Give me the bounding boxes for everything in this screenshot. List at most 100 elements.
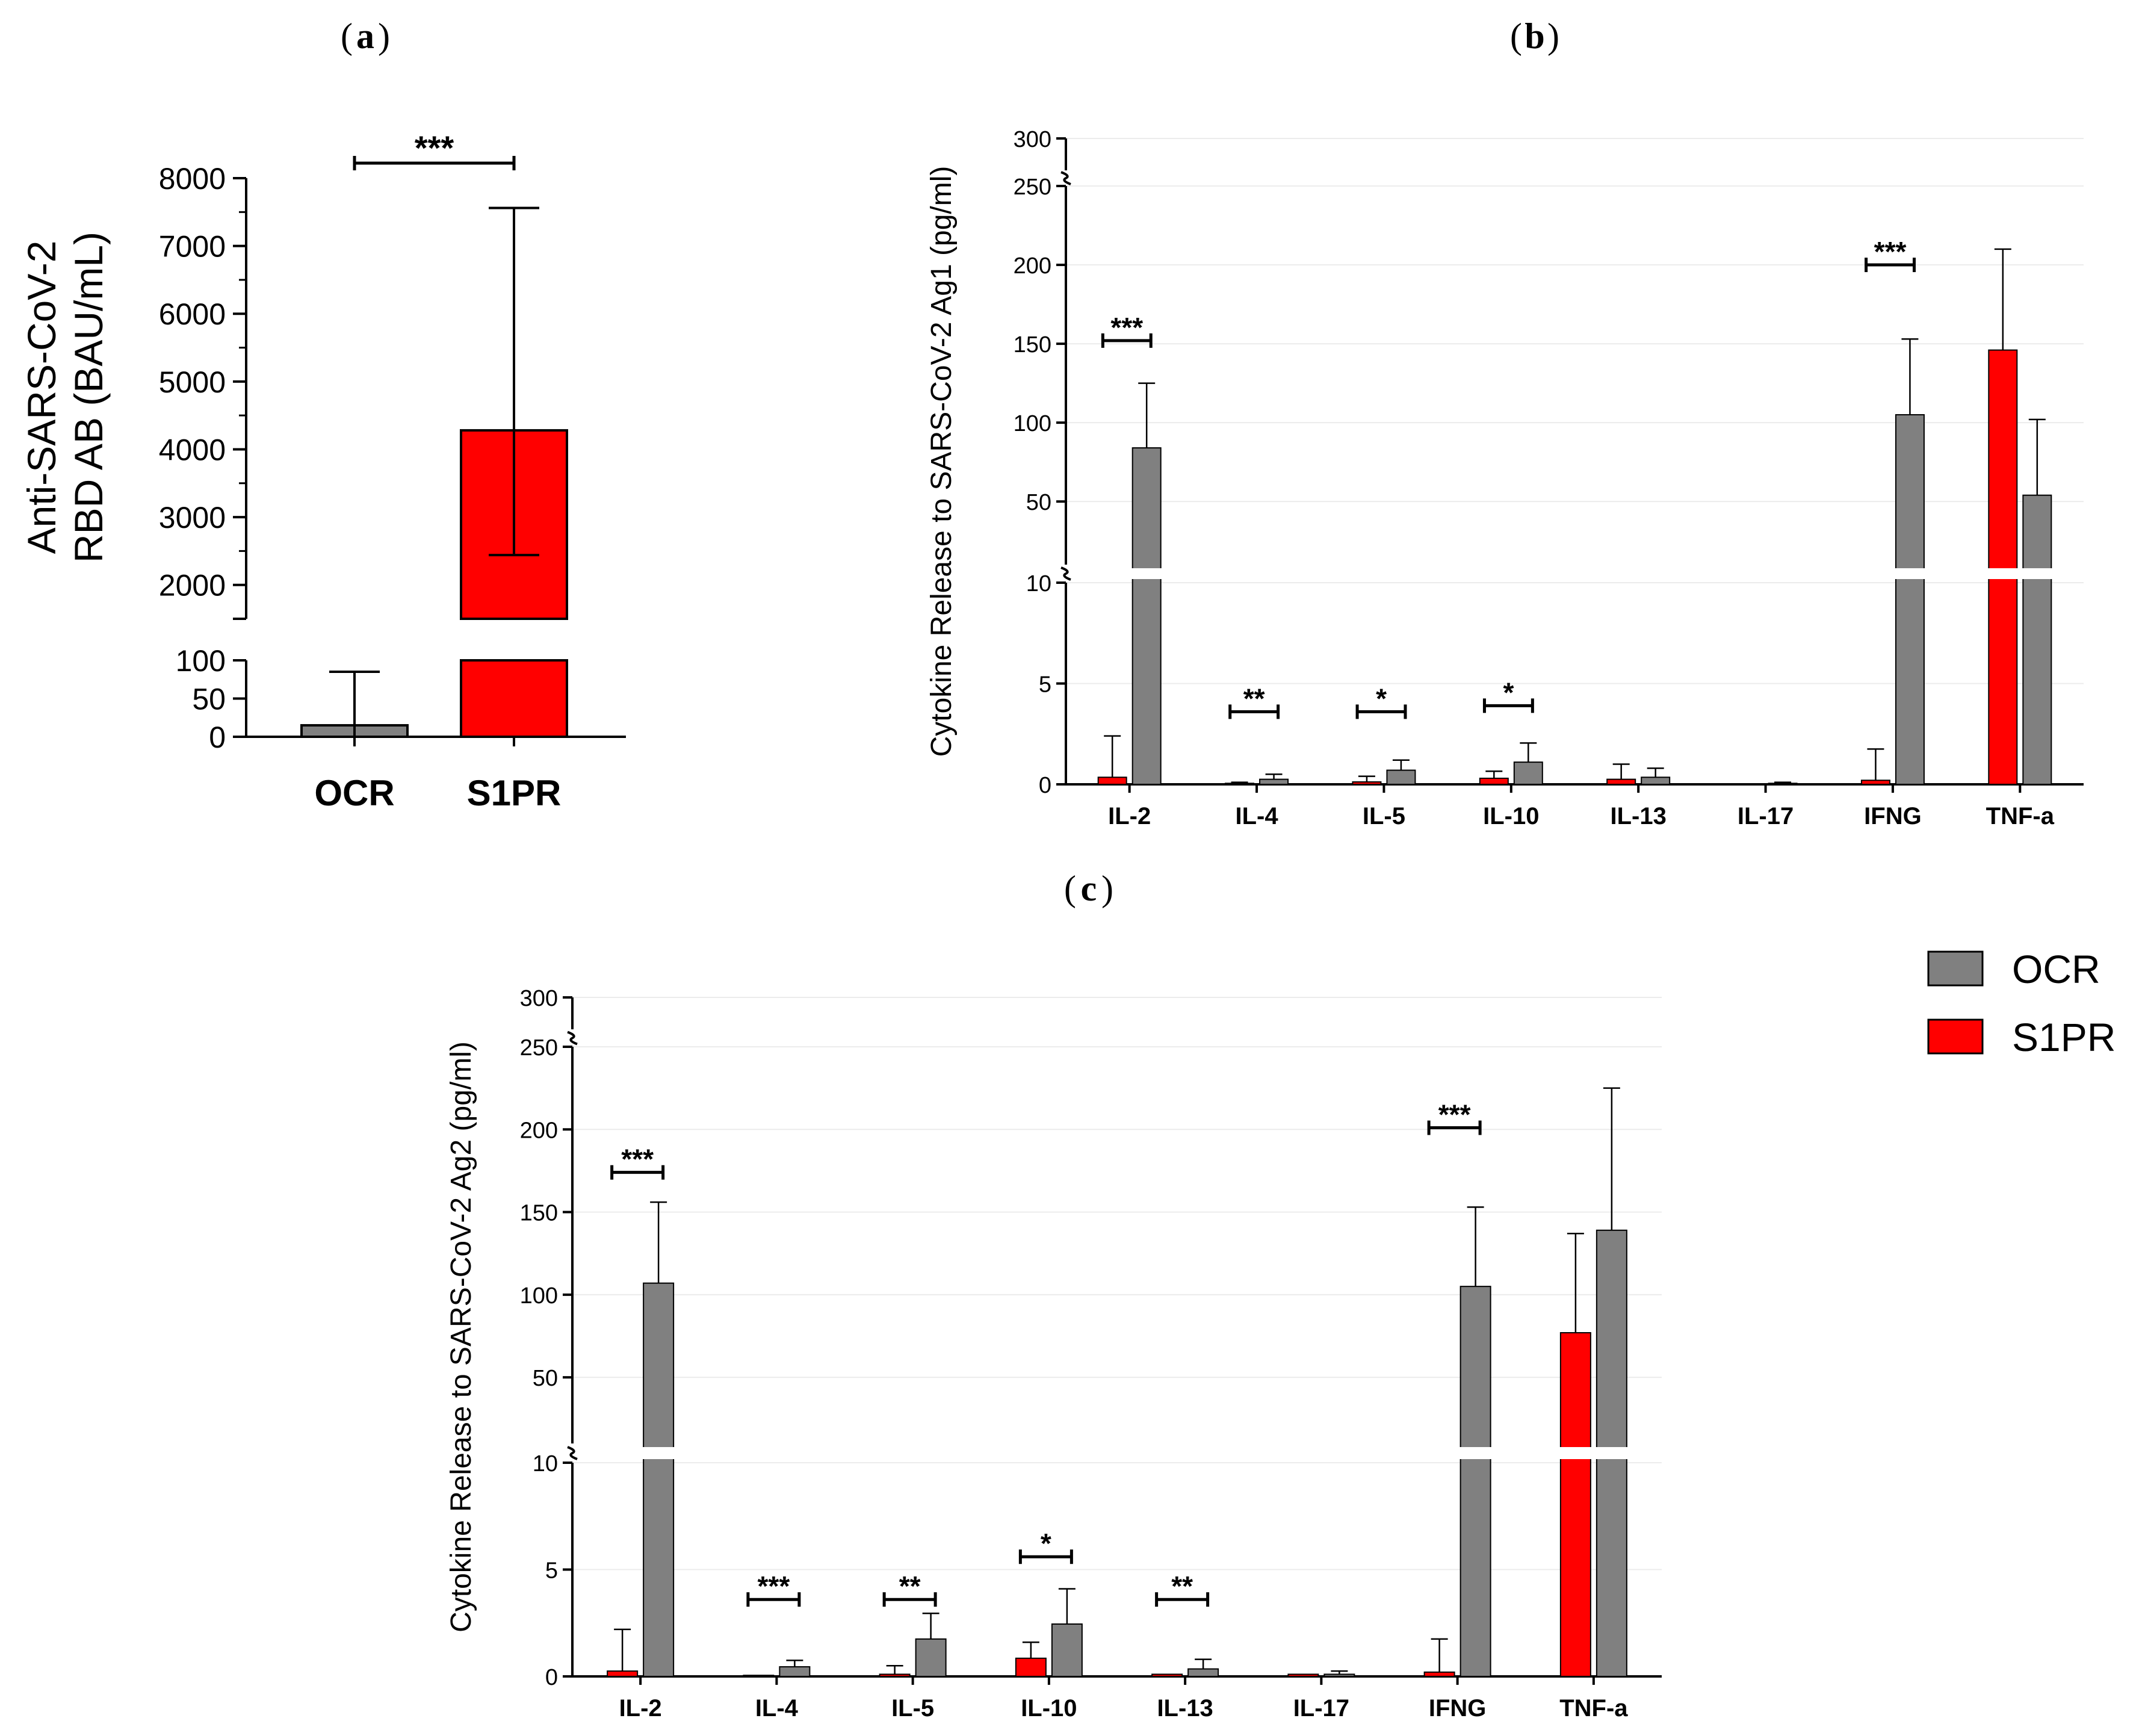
- panel-b-bar-il-2-s1pr: [1097, 777, 1127, 786]
- panel-b-significance-il-2-stars: ***: [1110, 312, 1143, 343]
- panel-c-bar-il-4-s1pr: [743, 1675, 775, 1678]
- panel-a-xtick-label-s1pr: S1PR: [467, 773, 562, 813]
- panel-a-ytick-label-upper-4: 6000: [159, 297, 226, 331]
- panel-b-paren-close: ): [1547, 16, 1559, 56]
- panel-a-ytick-label-lower-0: 0: [209, 721, 226, 754]
- legend-swatch-s1pr: [1927, 1018, 1984, 1055]
- panel-b-bar-il-13-s1pr: [1606, 778, 1636, 785]
- panel-b-significance-il-10-stars: *: [1503, 677, 1514, 708]
- panel-a-paren-open: (: [341, 16, 353, 56]
- panel-b-significance-il-5-stars: *: [1376, 683, 1387, 714]
- panel-c-significance-ifng-stars: ***: [1438, 1099, 1471, 1130]
- panel-c-bar-il-2-s1pr: [607, 1670, 639, 1677]
- panel-b-ytick-label-lower-0: 0: [1039, 773, 1051, 798]
- panel-c-y-label: Cytokine Release to SARS-CoV-2 Ag2 (pg/m…: [445, 1041, 477, 1632]
- panel-c-bar-il-13-ocr: [1187, 1668, 1219, 1677]
- panel-c-bar-break-gap-3: [1594, 1447, 1629, 1459]
- panel-a-significance-stars: ***: [415, 129, 454, 167]
- panel-b-paren-open: (: [1510, 16, 1522, 56]
- panel-b-significance-il-4-stars: **: [1243, 683, 1265, 714]
- panel-b-xtick-label-tnf-a: TNF-a: [1986, 803, 2055, 829]
- panel-b-bar-tnf-a-ocr: [2022, 494, 2052, 786]
- panel-c-paren-open: (: [1064, 869, 1076, 908]
- panel-b-xtick-label-il-10: IL-10: [1483, 803, 1539, 829]
- panel-b-bar-il-5-s1pr: [1352, 781, 1382, 785]
- panel-c-ytick-label-lower-1: 5: [545, 1558, 558, 1584]
- panel-b-bar-break-gap-1: [1893, 568, 1926, 579]
- panel-b-xtick-label-ifng: IFNG: [1864, 803, 1922, 829]
- panel-b-ytick-label-mid-4: 250: [1014, 175, 1051, 200]
- panel-b-ytick-label-lower-2: 10: [1026, 571, 1051, 597]
- legend-swatch-ocr: [1927, 950, 1984, 987]
- panel-b-bar-il-17-ocr: [1768, 783, 1798, 785]
- panel-b-ytick-label-mid-0: 50: [1026, 490, 1051, 515]
- panel-c-bar-break-gap-1: [1458, 1447, 1493, 1459]
- panel-c-ytick-label-mid-1: 100: [520, 1283, 558, 1309]
- panel-c-bar-il-2-ocr: [643, 1282, 675, 1677]
- panel-b-bar-il-13-ocr: [1641, 777, 1671, 786]
- panel-a-ytick-label-lower-2: 100: [176, 644, 226, 678]
- panel-b-xtick-label-il-17: IL-17: [1738, 803, 1794, 829]
- panel-c-bar-il-10-ocr: [1051, 1623, 1083, 1677]
- legend-label-s1pr: S1PR: [2012, 1015, 2116, 1059]
- panel-b-xtick-label-il-5: IL-5: [1363, 803, 1405, 829]
- panel-b-break-lower: [1060, 566, 1071, 581]
- panel-c-ytick-label-mid-2: 150: [520, 1201, 558, 1226]
- panel-c-ytick-label-mid-4: 250: [520, 1035, 558, 1061]
- panel-c-bar-il-17-ocr: [1323, 1673, 1355, 1677]
- panel-b-panel-label: b: [1524, 16, 1544, 56]
- panel-a-ytick-label-upper-3: 5000: [159, 365, 226, 399]
- panel-b-bar-il-10-s1pr: [1479, 777, 1509, 785]
- panel-b-bar-ifng-s1pr: [1860, 780, 1890, 786]
- legend-label-ocr: OCR: [2012, 947, 2100, 991]
- panel-b-y-label: Cytokine Release to SARS-CoV-2 Ag1 (pg/m…: [926, 166, 958, 757]
- panel-c-xtick-label-ifng: IFNG: [1429, 1695, 1487, 1722]
- panel-b-ytick-label-mid-1: 100: [1014, 411, 1051, 436]
- panel-b-bar-il-5-ocr: [1386, 769, 1416, 786]
- panel-c-bar-il-13-s1pr: [1151, 1673, 1183, 1677]
- panel-a-ytick-label-upper-5: 7000: [159, 230, 226, 264]
- panel-a-ytick-label-lower-1: 50: [192, 683, 226, 716]
- panel-c-significance-il-2-stars: ***: [621, 1144, 654, 1175]
- panel-c-bar-il-10-s1pr: [1015, 1657, 1047, 1677]
- panel-c-bar-il-5-s1pr: [879, 1673, 911, 1677]
- panel-c-significance-il-4-stars: ***: [758, 1570, 790, 1602]
- panel-c-ytick-label-mid-3: 200: [520, 1118, 558, 1143]
- panel-a-ytick-label-upper-2: 4000: [159, 433, 226, 467]
- panel-b-ytick-label-mid-3: 200: [1014, 253, 1051, 279]
- panel-c-xtick-label-tnf-a: TNF-a: [1559, 1695, 1628, 1722]
- panel-b-bar-break-gap-3: [2021, 568, 2054, 579]
- panel-b-ytick-label-mid-2: 150: [1014, 332, 1051, 358]
- panel-c-xtick-label-il-5: IL-5: [891, 1695, 934, 1722]
- panel-c-panel-label: c: [1081, 869, 1097, 908]
- panel-c-ytick-label-lower-0: 0: [545, 1665, 558, 1690]
- panel-c-bar-ifng-ocr: [1459, 1286, 1491, 1677]
- panel-c-xtick-label-il-2: IL-2: [619, 1695, 662, 1722]
- panel-b-break-upper: [1060, 171, 1071, 185]
- panel-b-bar-il-2-ocr: [1131, 447, 1162, 785]
- panel-c-ytick-label-lower-2: 10: [533, 1451, 558, 1477]
- panel-a-xtick-label-ocr: OCR: [314, 773, 394, 813]
- panel-b-bar-il-10-ocr: [1513, 761, 1543, 786]
- panel-c-bar-tnf-a-s1pr: [1559, 1332, 1591, 1677]
- panel-b-bar-break-gap-0: [1130, 568, 1163, 579]
- panel-b-bar-ifng-ocr: [1895, 414, 1925, 785]
- panel-c-bar-il-5-ocr: [915, 1638, 947, 1677]
- panel-a-ytick-label-upper-6: 8000: [159, 162, 226, 196]
- panel-a-label: a: [356, 16, 374, 56]
- panel-b-bar-il-4-ocr: [1259, 778, 1289, 785]
- panel-c-bar-il-4-ocr: [779, 1666, 811, 1677]
- panel-c-xtick-label-il-13: IL-13: [1157, 1695, 1213, 1722]
- panel-a-y-label: Anti-SARS-CoV-2RBD AB (BAU/mL): [19, 232, 111, 563]
- panel-c-significance-il-10-stars: *: [1041, 1528, 1051, 1559]
- panel-b-ytick-label-top-0: 300: [1014, 127, 1051, 152]
- panel-c-ytick-label-mid-0: 50: [533, 1366, 558, 1391]
- panel-c-significance-il-5-stars: **: [899, 1570, 921, 1602]
- panel-c-bar-break-gap-2: [1558, 1447, 1593, 1459]
- panel-b-xtick-label-il-2: IL-2: [1108, 803, 1151, 829]
- panel-c-xtick-label-il-17: IL-17: [1293, 1695, 1349, 1722]
- panel-b-bar-break-gap-2: [1987, 568, 2019, 579]
- panel-c-break-upper: [567, 1031, 578, 1046]
- panel-b-significance-ifng-stars: ***: [1874, 236, 1907, 267]
